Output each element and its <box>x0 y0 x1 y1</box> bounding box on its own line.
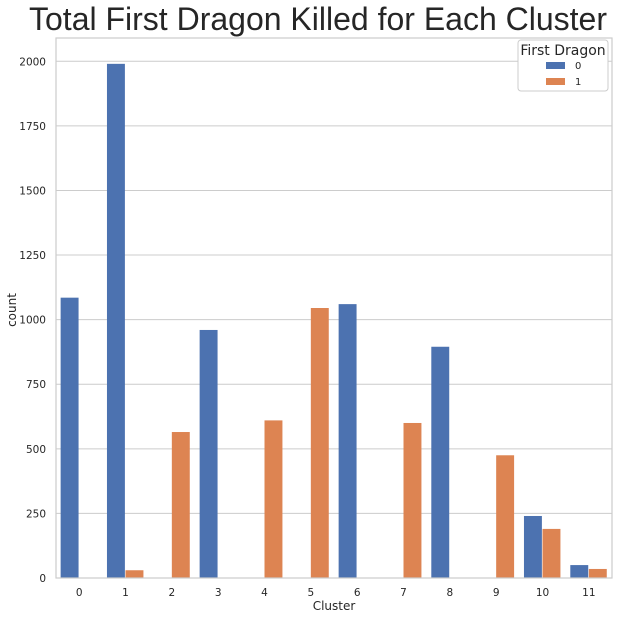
legend-items: 01 <box>546 61 581 88</box>
bar <box>570 565 589 578</box>
bar <box>431 346 450 578</box>
x-tick-label: 11 <box>582 587 595 599</box>
bars <box>60 63 607 578</box>
x-tick-label: 3 <box>215 587 222 599</box>
x-tick-label: 7 <box>400 587 407 599</box>
x-tick-label: 5 <box>307 587 314 599</box>
bar <box>542 528 561 578</box>
legend-swatch <box>546 78 565 85</box>
x-tick-label: 4 <box>261 587 268 599</box>
bar <box>310 308 329 578</box>
chart-title: Total First Dragon Killed for Each Clust… <box>29 1 607 37</box>
y-tick-label: 750 <box>26 379 46 391</box>
x-tick-label: 6 <box>354 587 361 599</box>
y-tick-label: 2000 <box>19 56 46 68</box>
bar <box>496 455 515 578</box>
legend-swatch <box>546 62 565 69</box>
y-tick-labels: 0 250 500 750 1000 1250 1500 1750 2000 <box>19 56 46 585</box>
x-tick-label: 10 <box>536 587 549 599</box>
bar <box>125 570 144 578</box>
legend-label: 1 <box>575 77 581 88</box>
bar <box>588 568 607 578</box>
bar <box>264 420 283 578</box>
y-axis-label: count <box>5 293 19 327</box>
bar <box>171 432 190 578</box>
x-tick-label: 0 <box>76 587 83 599</box>
gridlines <box>56 60 612 579</box>
y-tick-label: 1250 <box>19 250 46 262</box>
x-tick-label: 2 <box>168 587 175 599</box>
y-tick-label: 0 <box>39 573 46 585</box>
plot-frame <box>55 37 613 579</box>
x-tick-labels: 0 1 2 3 4 5 6 7 8 9 10 11 <box>76 587 596 599</box>
x-tick-label: 8 <box>446 587 453 599</box>
y-tick-label: 1000 <box>19 315 46 327</box>
bar <box>106 63 125 578</box>
axes <box>55 37 613 579</box>
bar <box>60 297 79 578</box>
bar <box>403 422 422 578</box>
legend: First Dragon 01 <box>517 39 609 92</box>
legend-label: 0 <box>575 61 581 72</box>
y-tick-label: 1750 <box>19 121 46 133</box>
x-tick-label: 1 <box>122 587 129 599</box>
bar <box>523 515 542 578</box>
y-tick-label: 500 <box>26 444 46 456</box>
legend-title: First Dragon <box>520 43 605 59</box>
bar <box>338 304 357 578</box>
y-tick-label: 1500 <box>19 185 46 197</box>
x-tick-label: 9 <box>493 587 500 599</box>
x-axis-label: Cluster <box>313 599 356 613</box>
y-tick-label: 250 <box>26 508 46 520</box>
bar <box>199 329 218 578</box>
